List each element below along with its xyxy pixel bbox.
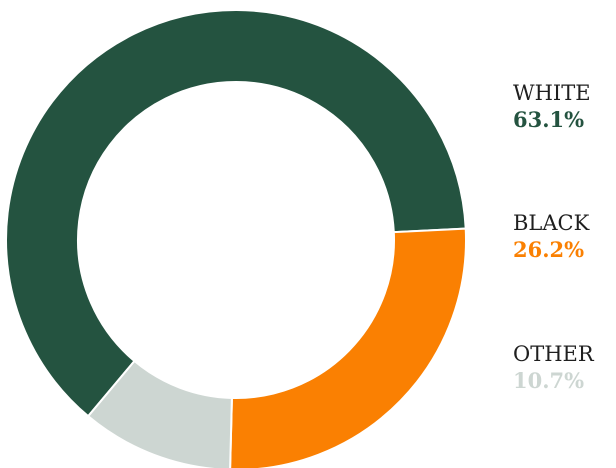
donut-chart <box>5 9 467 468</box>
legend-entry-other: OTHER 10.7% <box>513 341 613 395</box>
donut-slice-other <box>86 359 233 468</box>
donut-slice-white <box>5 9 467 418</box>
legend-value-black: 26.2% <box>513 237 585 262</box>
donut-slice-black <box>229 227 467 468</box>
legend-value-other: 10.7% <box>513 368 585 393</box>
legend-label-white: WHITE <box>513 81 591 105</box>
legend-entry-white: WHITE 63.1% <box>513 80 613 134</box>
legend-label-other: OTHER <box>513 342 594 366</box>
legend-label-black: BLACK <box>513 211 590 235</box>
legend-value-white: 63.1% <box>513 107 585 132</box>
legend-entry-black: BLACK 26.2% <box>513 210 613 264</box>
